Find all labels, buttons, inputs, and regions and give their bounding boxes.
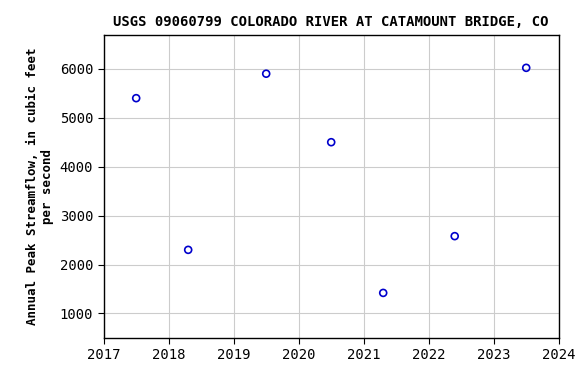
- Point: [262, 71, 271, 77]
- Point: [184, 247, 193, 253]
- Point: [327, 139, 336, 145]
- Title: USGS 09060799 COLORADO RIVER AT CATAMOUNT BRIDGE, CO: USGS 09060799 COLORADO RIVER AT CATAMOUN…: [113, 15, 549, 29]
- Point: [522, 65, 531, 71]
- Y-axis label: Annual Peak Streamflow, in cubic feet
per second: Annual Peak Streamflow, in cubic feet pe…: [26, 48, 54, 325]
- Point: [131, 95, 141, 101]
- Point: [450, 233, 459, 239]
- Point: [378, 290, 388, 296]
